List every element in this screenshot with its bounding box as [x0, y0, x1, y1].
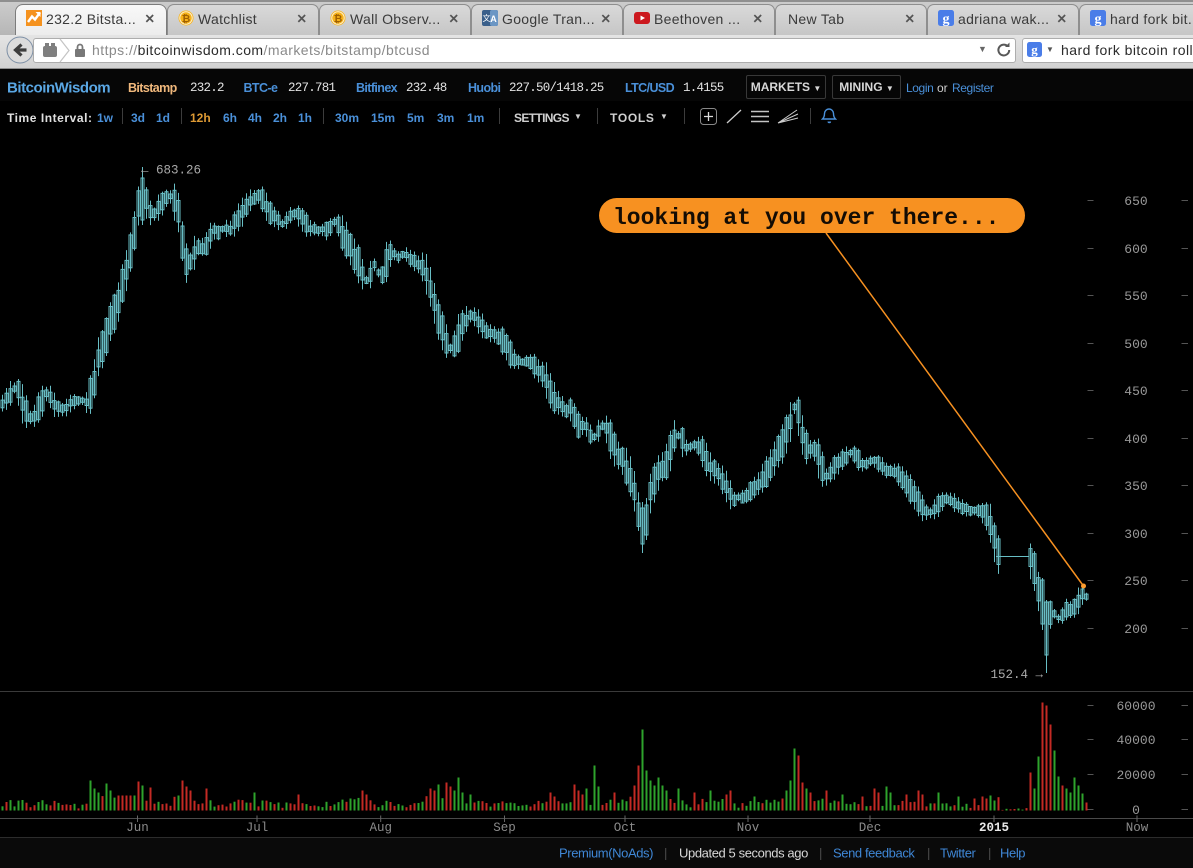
svg-text:500: 500 [1124, 337, 1147, 352]
svg-text:← 683.26: ← 683.26 [141, 164, 201, 178]
svg-text:looking at you over there...: looking at you over there... [613, 205, 999, 231]
svg-text:0: 0 [1132, 803, 1140, 818]
svg-text:₿: ₿ [182, 13, 191, 25]
svg-text:Jul: Jul [246, 821, 269, 835]
svg-text:Oct: Oct [614, 821, 637, 835]
svg-text:Aug: Aug [369, 821, 392, 835]
svg-text:600: 600 [1124, 242, 1147, 257]
svg-text:20000: 20000 [1116, 768, 1155, 783]
svg-text:2015: 2015 [979, 821, 1009, 835]
svg-text:Nov: Nov [737, 821, 760, 835]
svg-text:Dec: Dec [859, 821, 882, 835]
svg-text:350: 350 [1124, 479, 1147, 494]
svg-text:g: g [1095, 12, 1102, 26]
svg-text:g: g [943, 12, 950, 26]
svg-text:650: 650 [1124, 194, 1147, 209]
svg-text:400: 400 [1124, 432, 1147, 447]
svg-text:Jun: Jun [126, 821, 149, 835]
svg-text:450: 450 [1124, 384, 1147, 399]
svg-text:550: 550 [1124, 289, 1147, 304]
svg-text:₿: ₿ [334, 13, 343, 25]
svg-text:152.4 →: 152.4 → [990, 668, 1043, 682]
svg-text:文: 文 [483, 13, 491, 23]
svg-text:250: 250 [1124, 574, 1147, 589]
svg-text:300: 300 [1124, 527, 1147, 542]
svg-text:60000: 60000 [1116, 699, 1155, 714]
svg-text:40000: 40000 [1116, 733, 1155, 748]
svg-text:Sep: Sep [493, 821, 516, 835]
svg-text:g: g [1031, 42, 1038, 57]
svg-text:A: A [490, 14, 497, 24]
svg-text:Now: Now [1126, 821, 1149, 835]
svg-text:200: 200 [1124, 622, 1147, 637]
